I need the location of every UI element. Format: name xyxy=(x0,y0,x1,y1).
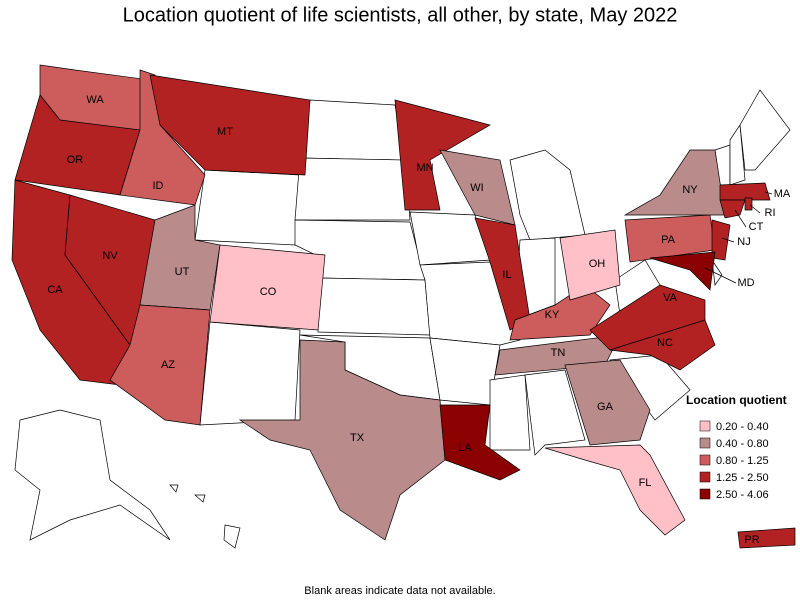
state-label: KY xyxy=(545,309,560,321)
state-shape xyxy=(169,484,179,493)
legend-label: 0.20 - 0.40 xyxy=(716,421,769,433)
state-label: WI xyxy=(470,182,483,194)
state-shape xyxy=(559,229,621,301)
state-shape xyxy=(238,339,446,541)
state-shape xyxy=(199,321,301,426)
leader-line xyxy=(764,191,773,195)
state-shape xyxy=(739,89,791,171)
blank-states xyxy=(14,89,791,549)
state-shape xyxy=(564,359,651,446)
state-label: VA xyxy=(663,292,678,304)
state-label: GA xyxy=(597,401,614,413)
legend-label: 0.40 - 0.80 xyxy=(716,438,769,450)
state-label: LA xyxy=(458,442,472,454)
state-label: ID xyxy=(153,180,164,192)
state-shape xyxy=(649,251,716,291)
leader-line xyxy=(749,204,761,214)
state-shape xyxy=(223,524,241,549)
leader-line xyxy=(734,209,747,228)
legend-label: 1.25 - 2.50 xyxy=(716,472,769,484)
state-shape xyxy=(394,99,491,211)
state-shape xyxy=(299,99,406,161)
state-shape xyxy=(209,244,326,331)
state-label: TX xyxy=(350,432,365,444)
state-shape xyxy=(439,404,521,481)
state-label: CT xyxy=(749,221,764,233)
legend-swatch xyxy=(699,437,711,449)
state-shape xyxy=(729,123,746,186)
leader-line xyxy=(704,267,737,284)
state-label: NY xyxy=(682,184,698,196)
state-shape xyxy=(609,319,716,371)
legend: Location quotient 0.20 - 0.40 0.40 - 0.80… xyxy=(686,393,787,501)
state-label: UT xyxy=(175,266,190,278)
map-title: Location quotient of life scientists, al… xyxy=(123,4,678,26)
state-shape xyxy=(194,494,206,503)
state-shape xyxy=(719,199,746,219)
state-shape xyxy=(149,74,311,176)
state-label: MN xyxy=(416,162,433,174)
state-label: NC xyxy=(657,337,673,349)
state-label: CA xyxy=(47,284,63,296)
state-shape xyxy=(109,304,211,426)
state-label: NJ xyxy=(737,236,750,248)
state-label: OH xyxy=(589,258,606,270)
state-label: AZ xyxy=(161,359,175,371)
state-label: MA xyxy=(774,188,791,200)
state-label: WA xyxy=(86,94,104,106)
legend-swatch xyxy=(699,488,711,500)
leader-line xyxy=(721,237,735,243)
legend-title: Location quotient xyxy=(686,393,787,407)
state-label: NV xyxy=(102,250,118,262)
state-label: CO xyxy=(260,286,277,298)
state-shape xyxy=(509,149,586,241)
state-shape xyxy=(544,444,686,536)
state-shape xyxy=(719,182,771,201)
state-label: PR xyxy=(744,534,759,546)
state-label: OR xyxy=(67,154,84,166)
state-label: FL xyxy=(639,477,652,489)
legend-label: 2.50 - 4.06 xyxy=(716,489,769,501)
state-shape xyxy=(194,169,301,246)
state-shape xyxy=(589,284,706,351)
state-shape xyxy=(744,197,753,211)
state-shape xyxy=(429,337,501,406)
state-label: TN xyxy=(551,347,566,359)
state-label: MT xyxy=(217,126,233,138)
state-shape xyxy=(294,157,411,221)
legend-swatch xyxy=(699,471,711,483)
state-shape xyxy=(524,369,586,456)
data-states: WA OR CA NV ID MT UT AZ CO MN WI IL KY TN TX LA GA FL OH PA… xyxy=(11,64,796,549)
state-shape xyxy=(509,284,611,341)
state-shape xyxy=(489,374,531,451)
state-label: MD xyxy=(737,277,754,289)
legend-label: 0.80 - 1.25 xyxy=(716,455,769,467)
state-shape xyxy=(317,277,431,336)
legend-swatch xyxy=(699,454,711,466)
legend-swatch xyxy=(699,420,711,432)
state-shape xyxy=(14,409,171,541)
footnote: Blank areas indicate data not available. xyxy=(304,585,495,597)
state-label: PA xyxy=(661,234,676,246)
state-shape xyxy=(737,527,796,549)
state-label: RI xyxy=(765,207,776,219)
state-shape xyxy=(623,149,726,216)
state-shape xyxy=(711,219,731,261)
state-label: IL xyxy=(502,269,511,281)
